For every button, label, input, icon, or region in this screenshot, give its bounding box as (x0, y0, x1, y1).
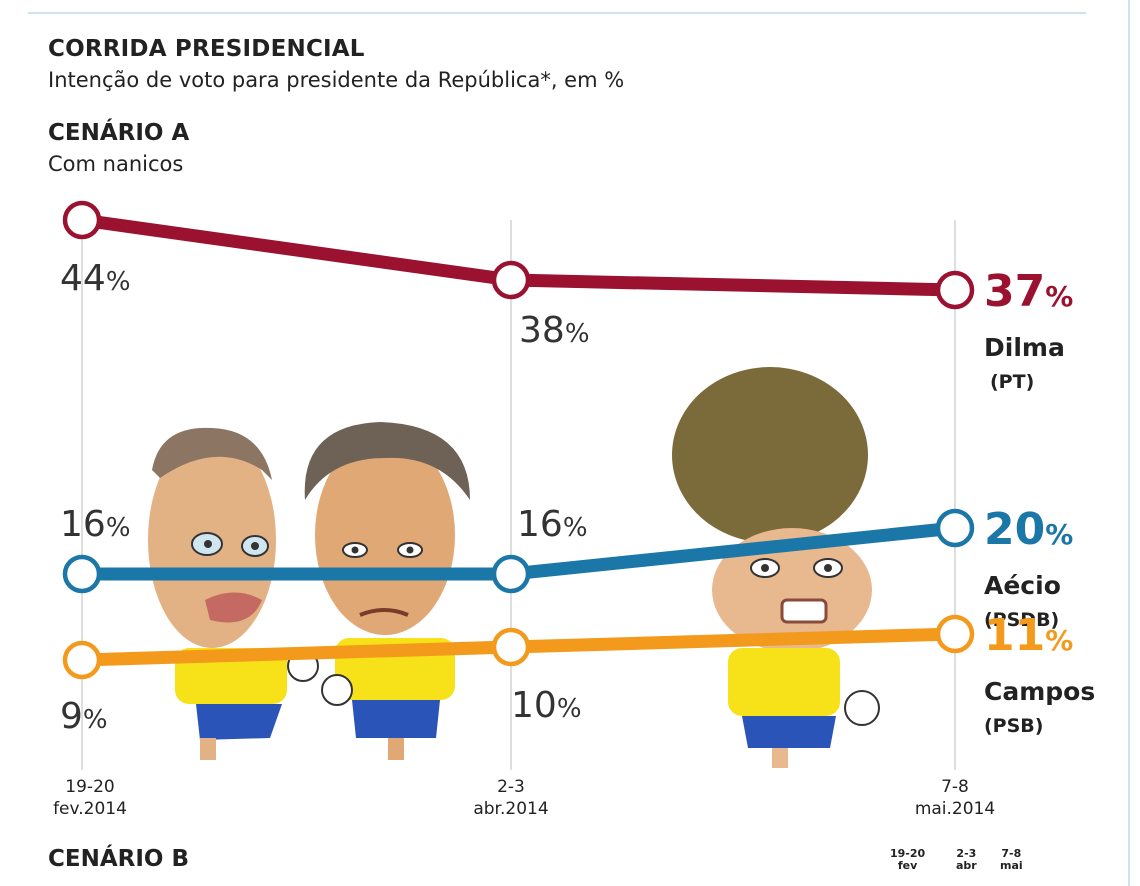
percent-sign: % (83, 705, 108, 735)
scenario-a-title: CENÁRIO A (48, 120, 190, 146)
x-axis: 19-20 fev.2014 2-3 abr.2014 7-8 mai.2014 (53, 777, 995, 819)
percent-sign: % (106, 267, 131, 297)
percent-sign: % (557, 694, 582, 724)
point-campos-2 (491, 627, 531, 667)
final-value-aécio: 20% (984, 504, 1073, 555)
chart-series (62, 200, 975, 680)
value-label-aécio-2: 16% (517, 504, 588, 545)
x-tick-label-3: 7-8 mai.2014 (915, 777, 995, 819)
final-value-campos: 11% (984, 610, 1073, 661)
series-name-campos: Campos (984, 677, 1095, 706)
value-label-dilma-1: 44% (60, 258, 131, 299)
point-aécio-3 (935, 508, 975, 548)
percent-sign: % (1045, 280, 1073, 313)
page-subtitle: Intenção de voto para presidente da Repú… (48, 68, 625, 92)
x-tick-line: 7-8 (941, 777, 969, 797)
x-tick-line: abr.2014 (473, 799, 548, 819)
value-label-dilma-2: 38% (519, 310, 590, 351)
series-party-dilma: (PT) (990, 371, 1034, 393)
scenario-b-date-2: 2-3 abr (956, 847, 977, 872)
value-label-campos-1: 9% (60, 696, 108, 737)
x-tick-line: 2-3 (497, 777, 525, 797)
series-party-aécio: (PSDB) (984, 609, 1059, 631)
dilma-caricature (672, 367, 880, 768)
point-dilma-1 (62, 200, 102, 240)
series-name-dilma: Dilma (984, 333, 1065, 362)
x-tick-line: mai.2014 (915, 799, 995, 819)
point-dilma-2 (491, 260, 531, 300)
x-tick-line: 19-20 (65, 777, 114, 797)
x-tick-label-1: 19-20 fev.2014 (53, 777, 127, 819)
point-campos-1 (62, 640, 102, 680)
percent-sign: % (106, 513, 131, 543)
campos-caricature (148, 427, 319, 760)
point-dilma-3 (935, 270, 975, 310)
right-rule (1128, 0, 1130, 886)
scenario-b-date-3: 7-8 mai (1000, 847, 1023, 872)
value-label-aécio-1: 16% (60, 504, 131, 545)
percent-sign: % (1045, 518, 1073, 551)
x-tick-label-2: 2-3 abr.2014 (473, 777, 548, 819)
scenario-b-date-1: 19-20 fev (890, 847, 926, 872)
scenario-a-subtitle: Com nanicos (48, 152, 184, 176)
percent-sign: % (1045, 624, 1073, 657)
x-tick-line: fev.2014 (53, 799, 127, 819)
series-name-aécio: Aécio (984, 571, 1061, 600)
percent-sign: % (565, 319, 590, 349)
aecio-caricature (304, 422, 470, 760)
value-label-campos-2: 10% (511, 685, 582, 726)
percent-sign: % (563, 513, 588, 543)
scenario-b-title: CENÁRIO B (48, 846, 189, 872)
page-title: CORRIDA PRESIDENCIAL (48, 36, 365, 62)
final-value-dilma: 37% (984, 266, 1073, 317)
series-party-campos: (PSB) (984, 715, 1043, 737)
point-aécio-2 (491, 554, 531, 594)
top-rule (28, 12, 1086, 14)
point-campos-3 (935, 614, 975, 654)
point-aécio-1 (62, 554, 102, 594)
